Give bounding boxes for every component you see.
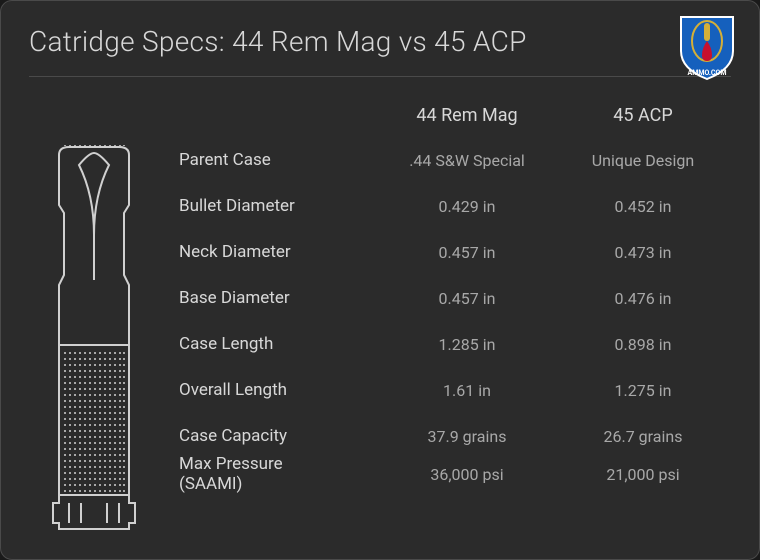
spec-val-2: 0.452 in	[555, 197, 731, 216]
spec-val-2: 0.898 in	[555, 335, 731, 354]
spec-row: Neck Diameter 0.457 in 0.473 in	[179, 242, 731, 262]
svg-text:AMMO.COM: AMMO.COM	[688, 69, 727, 77]
ammo-logo: AMMO.COM	[677, 13, 737, 81]
spec-val-2: 1.275 in	[555, 381, 731, 400]
spec-label: Bullet Diameter	[179, 196, 379, 216]
content-area: 44 Rem Mag 45 ACP Parent Case .44 S&W Sp…	[29, 85, 731, 545]
col-header-2: 45 ACP	[555, 105, 731, 126]
spec-label: Base Diameter	[179, 288, 379, 308]
spec-val-1: 1.285 in	[379, 335, 555, 354]
spec-val-2: 0.476 in	[555, 289, 731, 308]
spec-row: Base Diameter 0.457 in 0.476 in	[179, 288, 731, 308]
spec-label: Overall Length	[179, 380, 379, 400]
spec-label: Neck Diameter	[179, 242, 379, 262]
divider	[29, 76, 731, 77]
col-spacer	[179, 105, 379, 126]
spec-val-2: 21,000 psi	[555, 465, 731, 484]
spec-table: 44 Rem Mag 45 ACP Parent Case .44 S&W Sp…	[159, 85, 731, 545]
spec-val-1: 0.457 in	[379, 289, 555, 308]
spec-val-1: 0.429 in	[379, 197, 555, 216]
spec-card: Catridge Specs: 44 Rem Mag vs 45 ACP AMM…	[0, 0, 760, 560]
spec-val-1: .44 S&W Special	[379, 151, 555, 170]
cartridge-diagram	[29, 85, 159, 545]
spec-row: Overall Length 1.61 in 1.275 in	[179, 380, 731, 400]
spec-row: Case Capacity 37.9 grains 26.7 grains	[179, 426, 731, 446]
spec-val-2: 26.7 grains	[555, 427, 731, 446]
col-header-1: 44 Rem Mag	[379, 105, 555, 126]
page-title: Catridge Specs: 44 Rem Mag vs 45 ACP	[29, 25, 527, 58]
spec-label: Max Pressure(SAAMI)	[179, 454, 379, 495]
spec-label: Case Capacity	[179, 426, 379, 446]
spec-label: Parent Case	[179, 150, 379, 170]
spec-val-1: 37.9 grains	[379, 427, 555, 446]
spec-val-2: 0.473 in	[555, 243, 731, 262]
header: Catridge Specs: 44 Rem Mag vs 45 ACP AMM…	[29, 25, 731, 58]
spec-val-1: 1.61 in	[379, 381, 555, 400]
spec-row: Parent Case .44 S&W Special Unique Desig…	[179, 150, 731, 170]
spec-row: Bullet Diameter 0.429 in 0.452 in	[179, 196, 731, 216]
spec-row: Case Length 1.285 in 0.898 in	[179, 334, 731, 354]
spec-val-1: 36,000 psi	[379, 465, 555, 484]
spec-label: Case Length	[179, 334, 379, 354]
spec-val-1: 0.457 in	[379, 243, 555, 262]
column-headers: 44 Rem Mag 45 ACP	[179, 85, 731, 126]
spec-row: Max Pressure(SAAMI) 36,000 psi 21,000 ps…	[179, 454, 731, 495]
spec-val-2: Unique Design	[555, 151, 731, 170]
